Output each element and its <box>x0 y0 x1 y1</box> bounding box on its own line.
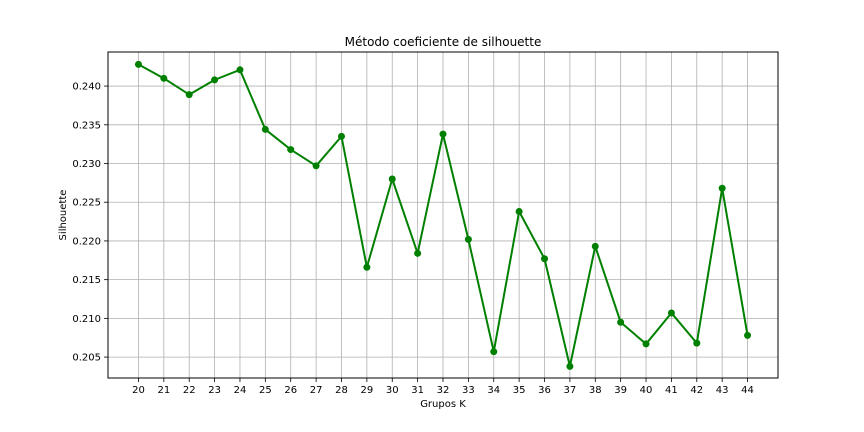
data-point <box>134 60 142 68</box>
data-point <box>718 184 726 192</box>
data-point <box>490 348 498 356</box>
x-tick-label: 42 <box>690 385 703 396</box>
x-tick-label: 31 <box>411 385 424 396</box>
data-point <box>388 175 396 183</box>
data-point <box>337 132 345 140</box>
data-point <box>667 309 675 317</box>
y-tick-label: 0.210 <box>72 314 101 325</box>
data-points <box>134 60 752 370</box>
x-tick-label: 25 <box>259 385 272 396</box>
x-tick-label: 32 <box>437 385 450 396</box>
data-point <box>363 263 371 271</box>
x-tick-label: 27 <box>310 385 323 396</box>
x-tick-label: 23 <box>208 385 221 396</box>
data-point <box>566 362 574 370</box>
x-tick-label: 38 <box>589 385 602 396</box>
y-axis-ticks: 0.205 0.210 0.215 0.220 0.225 0.230 0.235 0.240 <box>72 82 108 364</box>
data-point <box>464 235 472 243</box>
data-point <box>312 162 320 170</box>
data-point <box>541 255 549 263</box>
x-tick-label: 30 <box>386 385 399 396</box>
x-axis-ticks: 20 21 22 23 24 25 26 27 28 29 30 31 32 33 34 35 36 37 38 39… <box>132 378 754 396</box>
x-tick-label: 21 <box>157 385 170 396</box>
x-tick-label: 36 <box>538 385 551 396</box>
x-tick-label: 44 <box>741 385 754 396</box>
x-tick-label: 22 <box>183 385 196 396</box>
y-tick-label: 0.215 <box>72 275 101 286</box>
x-tick-label: 35 <box>513 385 526 396</box>
y-tick-label: 0.225 <box>72 198 101 209</box>
x-tick-label: 26 <box>284 385 297 396</box>
y-tick-label: 0.220 <box>72 236 101 247</box>
data-point <box>160 74 168 82</box>
data-point <box>591 242 599 250</box>
data-point <box>414 249 422 257</box>
x-tick-label: 29 <box>360 385 373 396</box>
data-point <box>515 208 523 216</box>
x-tick-label: 24 <box>234 385 247 396</box>
x-tick-label: 37 <box>564 385 577 396</box>
x-axis-title: Grupos K <box>420 399 466 410</box>
x-tick-label: 39 <box>614 385 627 396</box>
data-point <box>185 91 193 99</box>
x-tick-label: 41 <box>665 385 678 396</box>
x-tick-label: 34 <box>487 385 500 396</box>
y-tick-label: 0.240 <box>72 82 101 93</box>
x-tick-label: 33 <box>462 385 475 396</box>
data-point <box>236 66 244 74</box>
y-tick-label: 0.235 <box>72 120 101 131</box>
data-point <box>642 340 650 348</box>
x-tick-label: 40 <box>640 385 653 396</box>
x-tick-label: 43 <box>716 385 729 396</box>
y-axis-title: Silhouette <box>58 190 69 241</box>
data-point <box>617 318 625 326</box>
data-point <box>211 76 219 84</box>
x-tick-label: 28 <box>335 385 348 396</box>
data-point <box>744 331 752 339</box>
grid-lines <box>108 52 778 378</box>
chart-title: Método coeficiente de silhouette <box>345 35 542 49</box>
x-tick-label: 20 <box>132 385 145 396</box>
data-point <box>693 339 701 347</box>
y-tick-label: 0.205 <box>72 353 101 364</box>
data-point <box>261 125 269 133</box>
data-point <box>439 130 447 138</box>
data-point <box>287 146 295 154</box>
y-tick-label: 0.230 <box>72 159 101 170</box>
